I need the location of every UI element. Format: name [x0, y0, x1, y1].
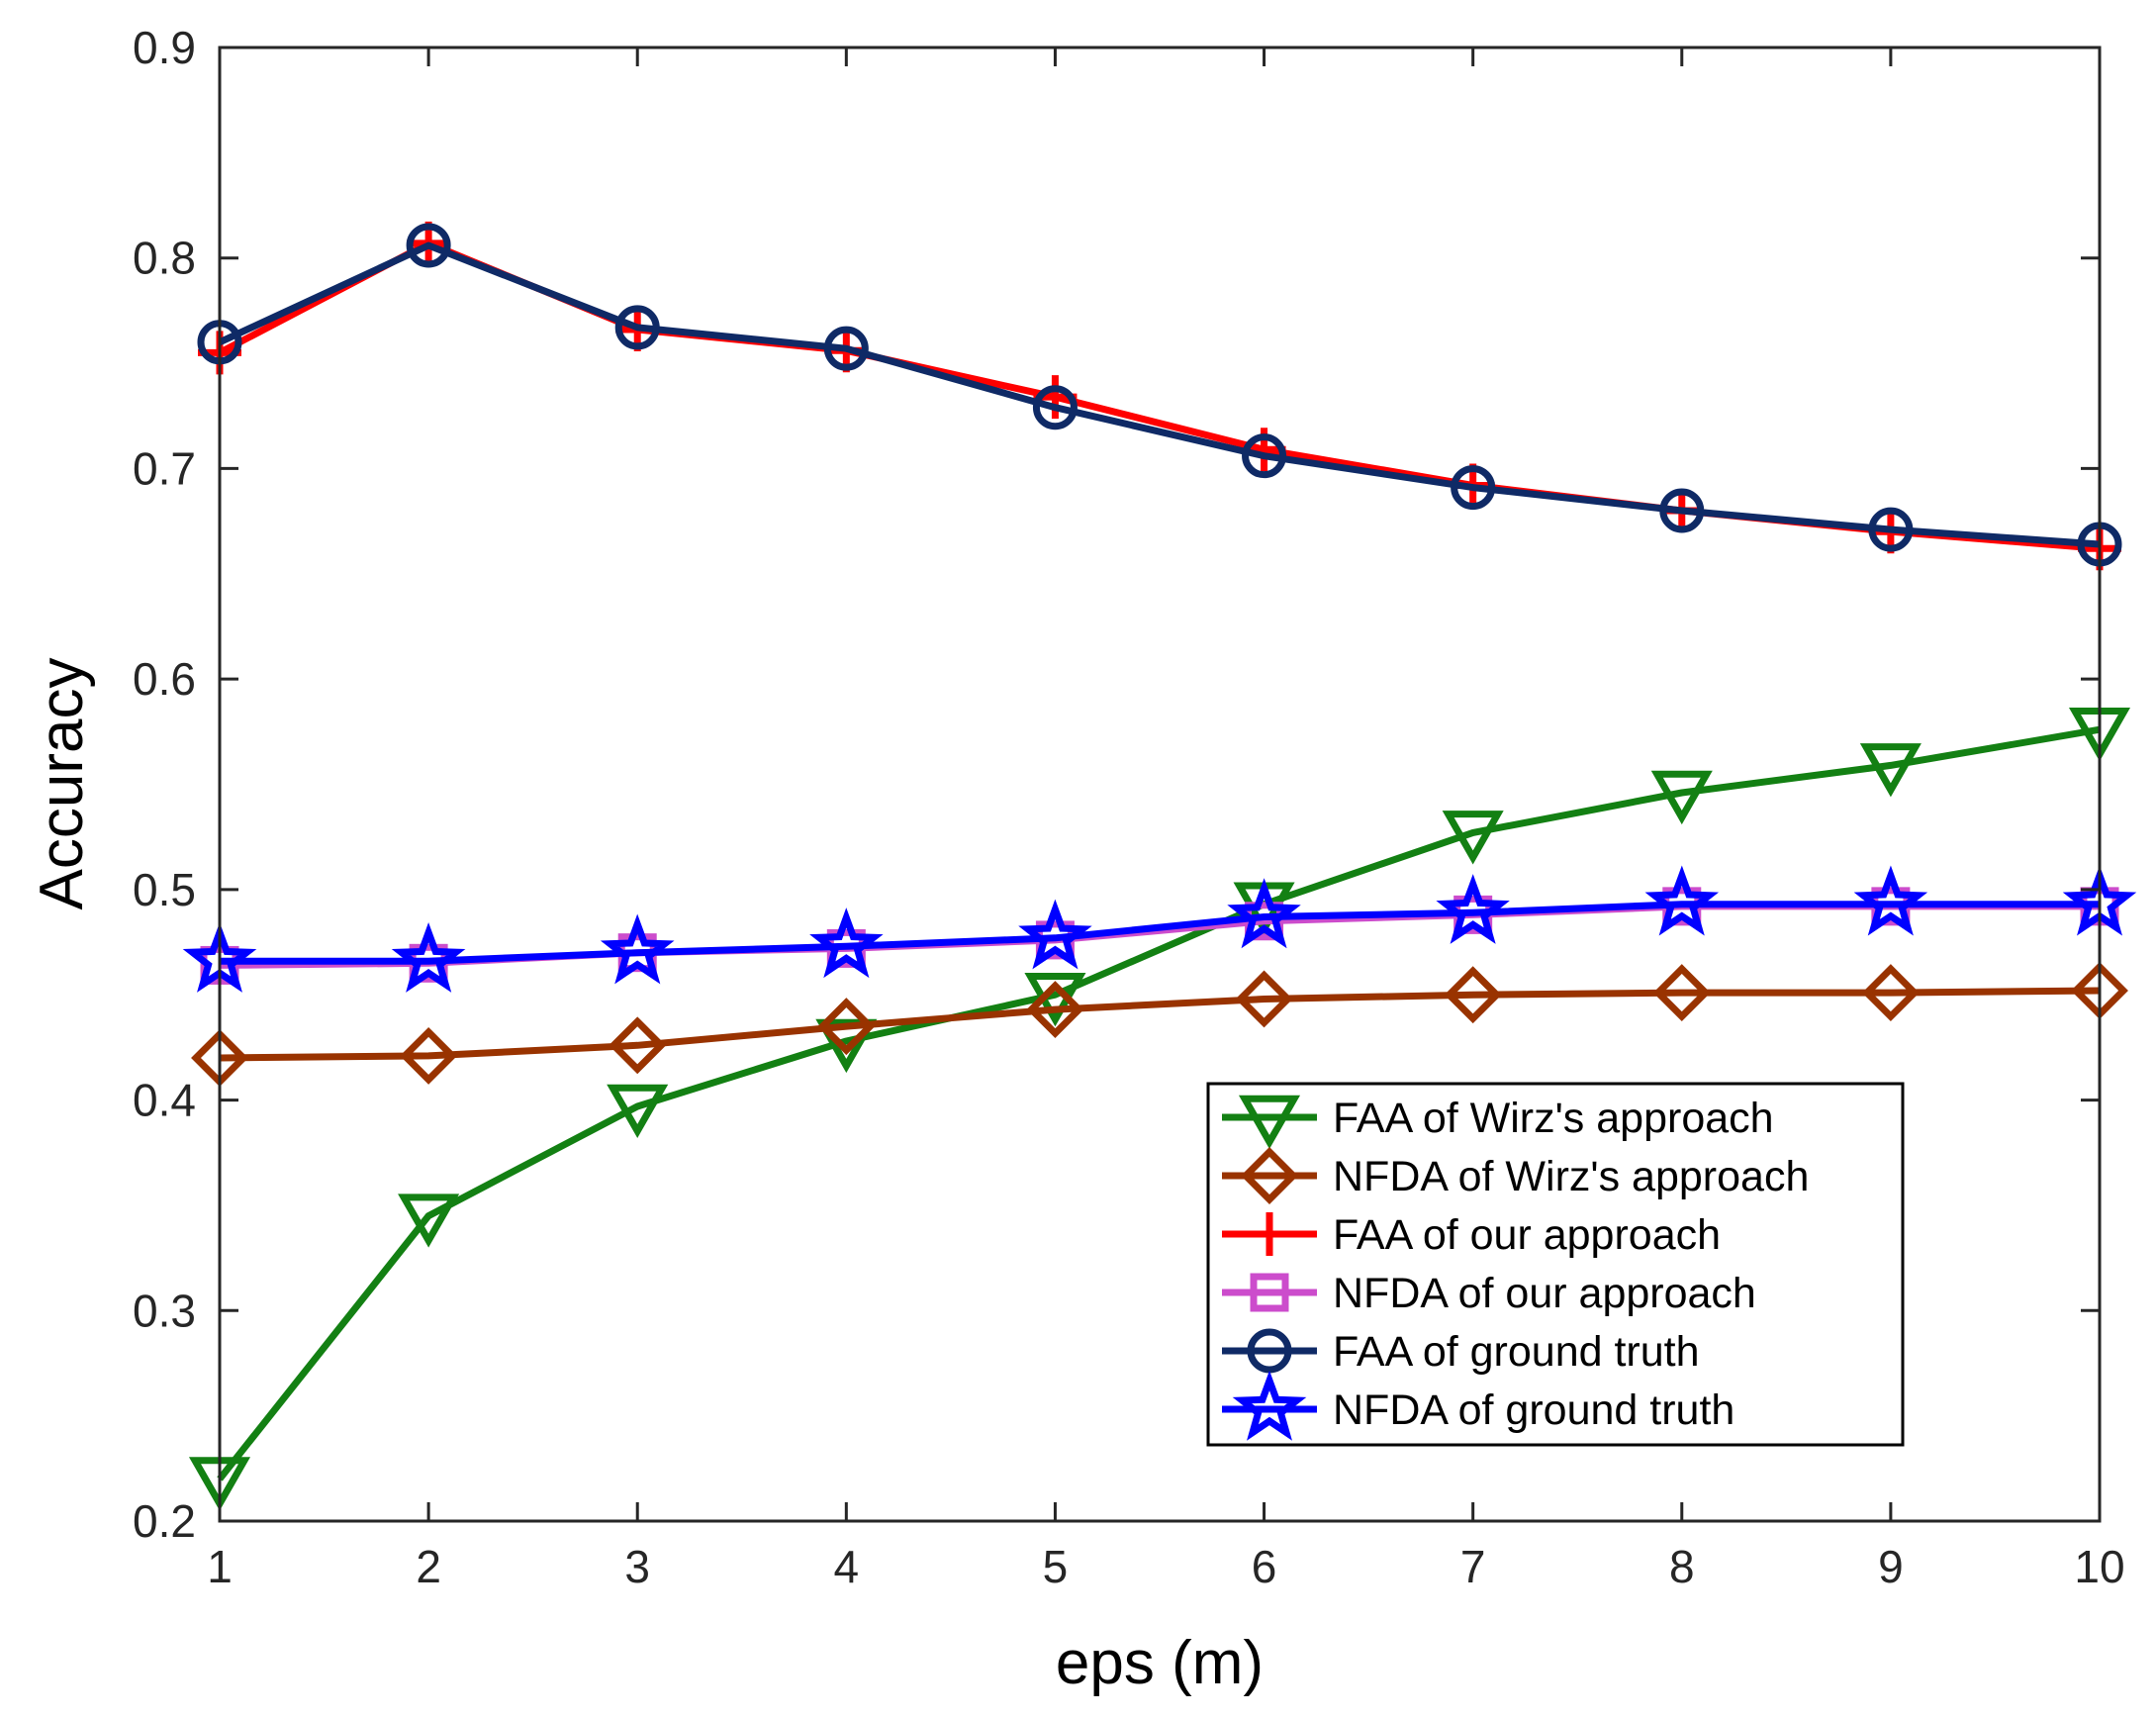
- legend-marker: [1238, 1095, 1301, 1150]
- data-point-marker: [614, 305, 660, 350]
- legend-label: NFDA of our approach: [1333, 1270, 1756, 1317]
- legend: FAA of Wirz's approach NFDA of Wirz's app…: [1206, 1082, 1905, 1447]
- y-tick-label: 0.9: [133, 22, 196, 73]
- data-point-marker: [1242, 433, 1287, 479]
- legend-marker: [1248, 1212, 1291, 1256]
- y-axis-title: Accuracy: [28, 658, 96, 910]
- x-tick-label: 7: [1460, 1541, 1486, 1592]
- legend-marker: [1241, 1147, 1298, 1204]
- data-point-marker: [1650, 770, 1713, 825]
- data-point-marker: [1652, 964, 1711, 1022]
- legend-label: FAA of our approach: [1333, 1211, 1721, 1259]
- data-point-marker: [1018, 899, 1092, 970]
- data-point-marker: [1227, 878, 1301, 949]
- legend-marker: [1232, 1370, 1307, 1441]
- axes-layer: 1 2 3 4 5 6 7 8 9 10 0.2 0.3 0.4 0.5 0.6 0.7 0.8 0.9: [133, 22, 2125, 1592]
- x-tick-label: 10: [2074, 1541, 2124, 1592]
- x-tick-label: 2: [416, 1541, 441, 1592]
- x-tick-label: 4: [834, 1541, 860, 1592]
- legend-label: NFDA of ground truth: [1333, 1386, 1734, 1434]
- legend-entry-2: NFDA of Wirz's approach: [1222, 1147, 1809, 1204]
- x-tick-label: 8: [1669, 1541, 1695, 1592]
- legend-label: NFDA of Wirz's approach: [1333, 1153, 1809, 1200]
- series-line: [219, 987, 2101, 1062]
- x-tick-label: 9: [1878, 1541, 1904, 1592]
- data-point-marker: [1451, 465, 1496, 511]
- legend-entry-5: FAA of ground truth: [1222, 1328, 1700, 1376]
- series-line: [217, 725, 2101, 1481]
- y-tick-label: 0.3: [133, 1285, 196, 1336]
- y-tick-label: 0.8: [133, 233, 196, 284]
- legend-label: FAA of Wirz's approach: [1333, 1095, 1774, 1142]
- data-point-marker: [1868, 507, 1914, 552]
- legend-entry-6: NFDA of ground truth: [1222, 1370, 1734, 1441]
- x-axis-title: eps (m): [1056, 1629, 1264, 1697]
- series-line: [220, 901, 2100, 965]
- data-point-marker: [1026, 981, 1084, 1039]
- data-point-marker: [609, 1016, 667, 1075]
- data-point-marker: [391, 921, 466, 993]
- data-point-marker: [1659, 488, 1705, 533]
- legend-entry-1: FAA of Wirz's approach: [1222, 1095, 1774, 1150]
- data-point-marker: [823, 326, 869, 371]
- data-point-marker: [1644, 865, 1720, 936]
- x-tick-label: 3: [624, 1541, 650, 1592]
- y-tick-label: 0.7: [133, 442, 196, 494]
- data-point-marker: [600, 913, 675, 985]
- data-point-marker: [398, 1194, 460, 1248]
- legend-marker: [1250, 1273, 1289, 1312]
- data-point-marker: [1235, 970, 1293, 1028]
- y-tick-label: 0.4: [133, 1075, 196, 1126]
- y-tick-label: 0.2: [133, 1495, 196, 1547]
- series-6: [182, 865, 2137, 993]
- data-point-marker: [1444, 966, 1502, 1024]
- legend-label: FAA of ground truth: [1333, 1328, 1700, 1376]
- x-tick-label: 5: [1043, 1541, 1069, 1592]
- data-point-marker: [1032, 385, 1078, 430]
- data-point-marker: [1861, 964, 1920, 1022]
- axes-box: [218, 46, 2102, 1523]
- legend-entry-3: FAA of our approach: [1222, 1211, 1721, 1259]
- legend-entry-4: NFDA of our approach: [1222, 1270, 1756, 1317]
- data-point-marker: [607, 1084, 669, 1139]
- y-tick-label: 0.5: [133, 864, 196, 915]
- data-point-marker: [817, 998, 876, 1056]
- data-point-marker: [809, 907, 884, 979]
- y-tick-label: 0.6: [133, 653, 196, 705]
- data-point-marker: [406, 223, 451, 268]
- data-point-marker: [400, 1026, 458, 1085]
- x-tick-label: 1: [207, 1541, 233, 1592]
- data-point-marker: [1859, 743, 1922, 798]
- data-point-marker: [815, 1018, 878, 1074]
- legend-box: [1206, 1082, 1905, 1447]
- series-line: [218, 241, 2101, 548]
- data-point-marker: [1853, 865, 1928, 936]
- legend-marker: [1247, 1328, 1292, 1374]
- x-tick-label: 6: [1252, 1541, 1277, 1592]
- data-point-marker: [1436, 874, 1510, 944]
- series-1: [188, 707, 2131, 1511]
- data-point-marker: [1442, 811, 1504, 865]
